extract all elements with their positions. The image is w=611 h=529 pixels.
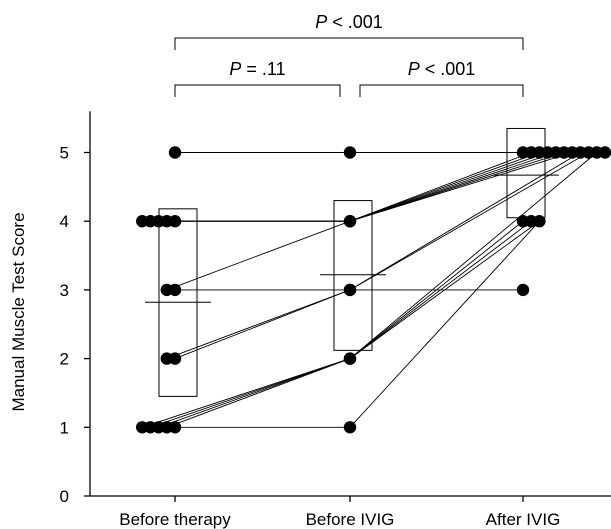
group-box [333,200,373,351]
significance-label: P < .001 [315,12,383,32]
y-tick-label: 2 [60,350,69,369]
y-axis-label: Manual Muscle Test Score [9,212,28,411]
p-value: < .001 [327,12,383,32]
significance-bracket [174,37,524,50]
p-symbol: P [315,12,327,32]
data-point [168,283,182,297]
significance-label: P = .11 [229,59,285,79]
data-point [168,421,182,434]
data-point [168,146,182,159]
x-tick-label: Before IVIG [306,510,395,529]
trajectory-line [166,152,556,222]
axes-layer: 0 1 2 3 4 5 Before therapy Before IVIG After IVI… [60,111,611,529]
point-layer [136,146,611,434]
trajectory-line [150,220,524,428]
data-point [343,283,357,297]
p-symbol: P [408,59,420,79]
significance-label: P < .001 [408,59,476,79]
x-tick-label: After IVIG [486,510,561,529]
data-point [516,283,530,297]
data-point [168,215,182,228]
y-tick-label: 1 [60,418,69,437]
data-point [343,421,357,434]
x-tick-label: Before therapy [119,510,231,529]
group-box [506,127,546,219]
data-point [598,146,611,159]
data-point [343,215,357,228]
y-tick-label: 3 [60,281,69,300]
y-tick-label: 0 [60,487,69,506]
significance-bracket [359,84,524,97]
trajectory-line [150,152,540,222]
trajectory-line [158,220,532,428]
trajectory-line [175,152,565,222]
data-point [168,352,182,365]
p-symbol: P [229,59,241,79]
p-value: < .001 [420,59,476,79]
p-value: = .11 [241,59,285,79]
y-tick-label: 5 [60,144,69,163]
trajectory-line [166,152,581,360]
data-point [533,215,546,228]
data-point [343,352,357,365]
significance-bracket [174,84,341,97]
trajectory-line [158,152,548,222]
y-tick-label: 4 [60,212,69,231]
trajectory-line [142,152,532,222]
trajectory-line [174,152,589,360]
data-point [343,146,357,159]
